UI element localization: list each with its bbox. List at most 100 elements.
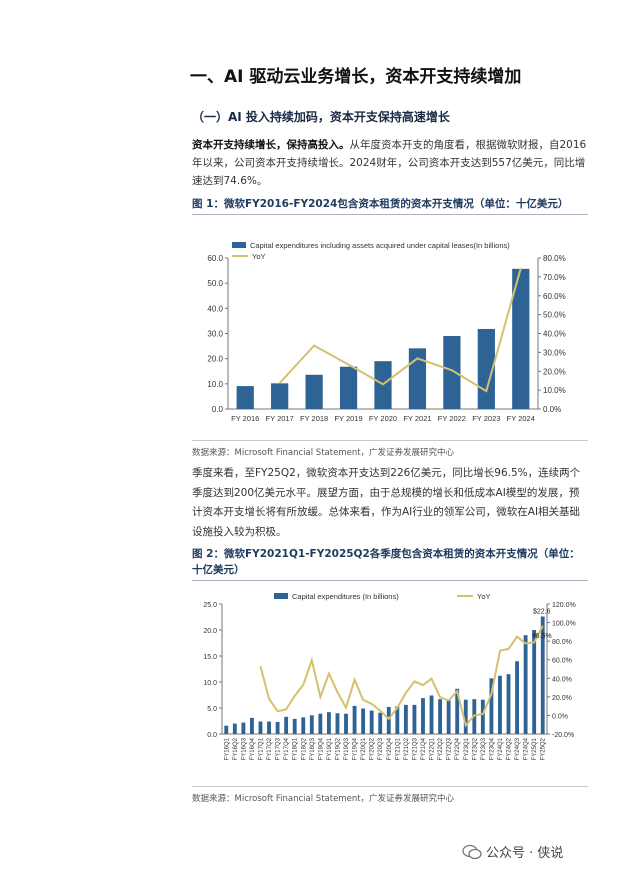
x-tick-label: FY18Q2 xyxy=(301,737,307,760)
x-tick-label: FY21Q1 xyxy=(395,737,401,760)
y2-tick-label: 20.0% xyxy=(552,695,572,702)
x-tick-label: FY 2023 xyxy=(472,414,500,423)
capex-bar xyxy=(232,723,237,734)
x-tick-label: FY18Q3 xyxy=(310,737,316,760)
capex-bar xyxy=(386,706,391,734)
capex-bar xyxy=(361,708,366,734)
x-tick-label: FY 2018 xyxy=(300,414,328,423)
legend-bar-label: Capital expenditures (In billions) xyxy=(292,592,399,601)
x-tick-label: FY17Q2 xyxy=(267,737,273,760)
annual-capex-chart: 0.0 10.0 20.0 30.0 40.0 50.0 60.0 0.0% 10.0% 20.0… xyxy=(207,241,566,423)
x-tick-label: FY16Q3 xyxy=(241,737,247,760)
x-tick-label: FY18Q4 xyxy=(318,737,324,760)
capex-bar xyxy=(224,725,229,734)
x-tick-label: FY23Q3 xyxy=(481,737,487,760)
y2-tick-label: 40.0% xyxy=(543,330,566,339)
y-tick-label: 0.0 xyxy=(212,405,224,414)
figure-1-source: 数据来源：Microsoft Financial Statement，广发证券发… xyxy=(192,440,588,458)
yoy-line xyxy=(278,267,522,393)
capex-bar xyxy=(275,722,280,734)
paragraph-annual-capex: 资本开支持续增长，保持高投入。从年度资本开支的角度看，根据微软财报，自2016年… xyxy=(192,136,588,190)
y2-tick-label: 100.0% xyxy=(552,621,576,628)
x-tick-label: FY16Q1 xyxy=(224,737,230,760)
capex-bar xyxy=(512,268,530,409)
capex-bar xyxy=(403,704,408,734)
y-tick-label: 50.0 xyxy=(207,279,223,288)
x-tick-label: FY 2016 xyxy=(231,414,259,423)
capex-bar xyxy=(489,678,494,734)
x-tick-label: FY19Q1 xyxy=(327,737,333,760)
wechat-icon xyxy=(462,844,482,860)
x-tick-label: FY18Q1 xyxy=(293,737,299,760)
capex-bar xyxy=(344,713,348,734)
x-tick-label: FY21Q4 xyxy=(421,737,427,760)
capex-bar xyxy=(236,386,254,409)
capex-bar xyxy=(506,674,511,734)
x-tick-label: FY22Q2 xyxy=(438,737,444,760)
x-tick-label: FY17Q1 xyxy=(258,737,264,760)
x-tick-label: FY24Q4 xyxy=(524,737,530,760)
figure-1-title: 图 1：微软FY2016-FY2024包含资本租赁的资本开支情况（单位：十亿美元… xyxy=(192,196,588,215)
x-tick-label: FY16Q4 xyxy=(250,737,256,760)
capex-bar xyxy=(438,699,443,734)
y2-tick-label: 40.0% xyxy=(552,676,572,683)
x-tick-label: FY20Q4 xyxy=(387,737,393,760)
capex-bar xyxy=(540,616,545,734)
capex-bar xyxy=(480,699,485,734)
y-tick-label: 15.0 xyxy=(203,654,217,661)
capex-bar xyxy=(339,366,358,409)
capex-bar xyxy=(292,718,297,734)
y-tick-label: 20.0 xyxy=(207,355,223,364)
y2-tick-label: 30.0% xyxy=(543,348,566,357)
yoy-line xyxy=(259,625,544,728)
capex-bar xyxy=(352,705,357,734)
x-tick-label: FY23Q1 xyxy=(464,737,470,760)
capex-bar xyxy=(443,336,461,409)
paragraph-lead: 资本开支持续增长，保持高投入。 xyxy=(192,139,350,151)
x-tick-label: FY 2021 xyxy=(403,414,431,423)
capex-bar xyxy=(429,695,434,734)
capex-bar xyxy=(305,374,323,409)
capex-bar xyxy=(408,348,427,409)
capex-bar xyxy=(369,710,374,734)
capex-bar xyxy=(455,688,460,734)
figure-2-source: 数据来源：Microsoft Financial Statement，广发证券发… xyxy=(192,786,588,804)
legend-line-label: YoY xyxy=(252,252,266,261)
watermark: 公众号 · 侠说 xyxy=(462,842,563,861)
capex-bar xyxy=(335,713,340,734)
legend-bar-label: Capital expenditures including assets ac… xyxy=(250,241,510,250)
y-tick-label: 0.0 xyxy=(207,732,217,739)
y2-tick-label: 50.0% xyxy=(543,311,566,320)
x-tick-label: FY17Q3 xyxy=(276,737,282,760)
capex-bar xyxy=(309,715,314,734)
x-tick-label: FY22Q1 xyxy=(430,737,436,760)
capex-bar xyxy=(498,675,502,734)
y-tick-label: 60.0 xyxy=(207,254,223,263)
capex-bar xyxy=(532,630,537,734)
capex-bar xyxy=(515,661,519,734)
section-heading: 一、AI 驱动云业务增长，资本开支持续增加 xyxy=(190,67,522,87)
data-label-capex: $22.6 xyxy=(533,608,551,615)
capex-bar xyxy=(523,635,528,734)
capex-bar xyxy=(241,722,246,734)
y2-tick-label: 60.0% xyxy=(543,292,566,301)
x-tick-label: FY24Q2 xyxy=(507,737,513,760)
x-tick-label: FY 2020 xyxy=(369,414,397,423)
y2-tick-label: 0.0% xyxy=(543,405,561,414)
figure-2-title: 图 2：微软FY2021Q1-FY2025Q2各季度包含资本租赁的资本开支情况（… xyxy=(192,546,588,581)
x-tick-label: FY17Q4 xyxy=(284,737,290,760)
x-tick-label: FY23Q4 xyxy=(489,737,495,760)
x-tick-label: FY20Q1 xyxy=(361,737,367,760)
x-tick-label: FY16Q2 xyxy=(233,737,239,760)
paragraph-quarterly-capex: 季度来看，至FY25Q2，微软资本开支达到226亿美元，同比增长96.5%，连续… xyxy=(192,467,581,538)
x-tick-label: FY 2024 xyxy=(507,414,535,423)
capex-bar xyxy=(446,700,451,734)
capex-bar xyxy=(378,712,383,734)
x-tick-label: FY23Q2 xyxy=(472,737,478,760)
x-tick-label: FY22Q4 xyxy=(455,737,461,760)
y-tick-label: 10.0 xyxy=(203,680,217,687)
capex-bar xyxy=(267,721,271,734)
x-tick-label: FY19Q3 xyxy=(344,737,350,760)
capex-bar xyxy=(412,704,417,734)
y2-tick-label: 120.0% xyxy=(552,602,576,609)
